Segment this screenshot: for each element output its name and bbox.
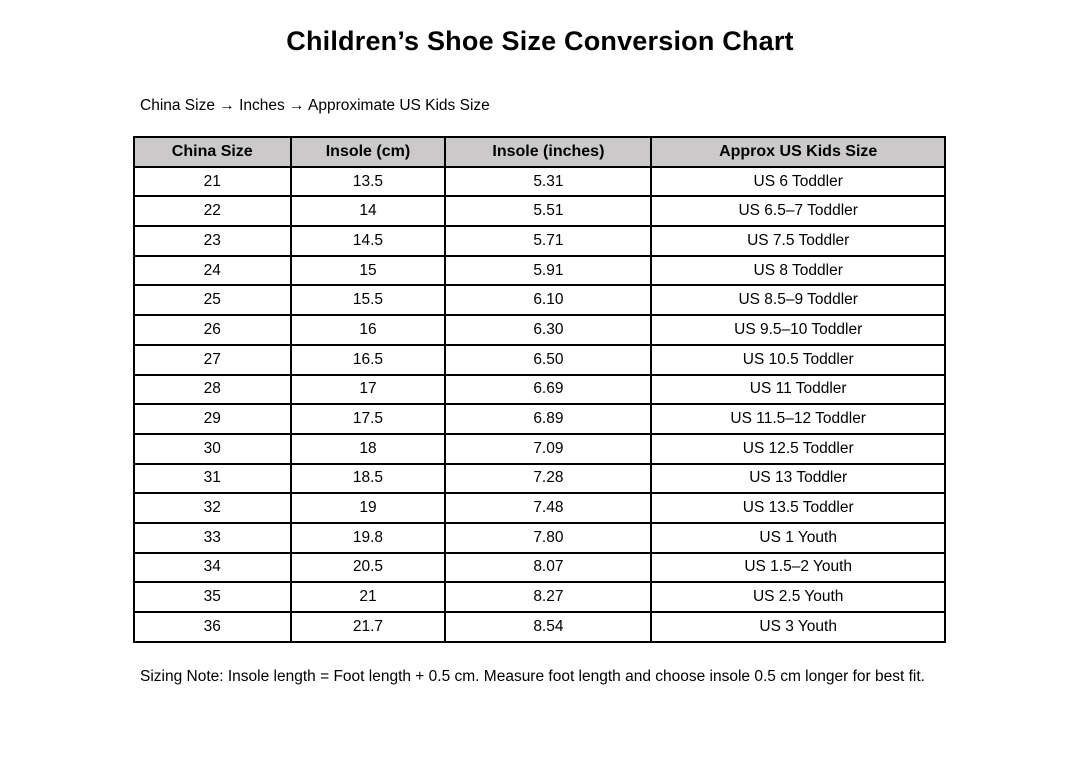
table-cell: US 9.5–10 Toddler [650,314,946,346]
table-cell: US 11.5–12 Toddler [650,403,946,435]
table-row: 33 19.8 7.80 US 1 Youth [133,521,946,554]
table-cell: US 8 Toddler [650,254,946,287]
table-cell: 19 [289,492,447,524]
table-cell: US 13.5 Toddler [650,492,946,524]
table-row: 27 16.5 6.50 US 10.5 Toddler [133,343,946,376]
table-cell: 7.28 [444,462,653,495]
table-cell: 5.31 [444,165,653,198]
table-cell: 6.69 [444,373,653,406]
table-row: 23 14.5 5.71 US 7.5 Toddler [133,225,946,257]
table-cell: 22 [133,195,292,228]
table-row: 25 15.5 6.10 US 8.5–9 Toddler [133,284,946,317]
table-row: 36 21.7 8.54 US 3 Youth [133,611,946,643]
table-cell: 15.5 [289,284,447,317]
table-cell: US 2.5 Youth [650,581,946,613]
table-cell: 27 [133,343,292,376]
table-cell: 35 [133,581,292,613]
table-cell: 21.7 [289,611,447,643]
table-row: 26 16 6.30 US 9.5–10 Toddler [133,314,946,346]
table-cell: US 6.5–7 Toddler [650,195,946,228]
table-cell: 18 [289,432,447,465]
header-cell: Insole (inches) [444,136,653,168]
table-row: 30 18 7.09 US 12.5 Toddler [133,432,946,465]
table-cell: 5.71 [444,225,653,257]
table-cell: 26 [133,314,292,346]
table-cell: 6.89 [444,403,653,435]
table-cell: 8.54 [444,611,653,643]
table-cell: 15 [289,254,447,287]
table-cell: 33 [133,521,292,554]
table-subtitle: China Size → Inches → Approximate US Kid… [140,97,490,114]
table-cell: US 8.5–9 Toddler [650,284,946,317]
table-cell: 21 [133,165,292,198]
table-cell: 31 [133,462,292,495]
table-cell: 18.5 [289,462,447,495]
table-cell: 6.50 [444,343,653,376]
table-cell: 6.10 [444,284,653,317]
table-cell: US 7.5 Toddler [650,225,946,257]
table-row: 24 15 5.91 US 8 Toddler [133,254,946,287]
table-row: 35 21 8.27 US 2.5 Youth [133,581,946,613]
table-row: 31 18.5 7.28 US 13 Toddler [133,462,946,495]
table-cell: 14.5 [289,225,447,257]
page-title: Children’s Shoe Size Conversion Chart [286,26,794,56]
table-row: 28 17 6.69 US 11 Toddler [133,373,946,406]
table-cell: US 11 Toddler [650,373,946,406]
table-cell: 16.5 [289,343,447,376]
table-cell: 14 [289,195,447,228]
table-row: 34 20.5 8.07 US 1.5–2 Youth [133,551,946,584]
table-row: 21 13.5 5.31 US 6 Toddler [133,165,946,198]
table-header-row: China Size Insole (cm) Insole (inches) Appr… [133,136,946,168]
table-row: 32 19 7.48 US 13.5 Toddler [133,492,946,524]
header-cell: China Size [133,136,292,168]
table-row: 29 17.5 6.89 US 11.5–12 Toddler [133,403,946,435]
table-cell: US 6 Toddler [650,165,946,198]
table-cell: 28 [133,373,292,406]
table-cell: 7.48 [444,492,653,524]
table-cell: 16 [289,314,447,346]
table-cell: 17 [289,373,447,406]
table-cell: 13.5 [289,165,447,198]
table-cell: 19.8 [289,521,447,554]
table-cell: 7.80 [444,521,653,554]
table-cell: 30 [133,432,292,465]
table-cell: 24 [133,254,292,287]
table-cell: 21 [289,581,447,613]
table-cell: 29 [133,403,292,435]
size-conversion-table: China Size Insole (cm) Insole (inches) Appr… [133,136,946,643]
sizing-note: Sizing Note: Insole length = Foot length… [140,667,925,685]
table-cell: 32 [133,492,292,524]
table-cell: 7.09 [444,432,653,465]
table-body: 21 13.5 5.31 US 6 Toddler 22 14 5.51 US 6.5–7 T… [133,165,946,643]
table-row: 22 14 5.51 US 6.5–7 Toddler [133,195,946,228]
table-cell: 5.51 [444,195,653,228]
table-cell: US 1 Youth [650,521,946,554]
table-cell: US 12.5 Toddler [650,432,946,465]
table-cell: 17.5 [289,403,447,435]
table-cell: 36 [133,611,292,643]
table-cell: 23 [133,225,292,257]
table-cell: 6.30 [444,314,653,346]
header-cell: Approx US Kids Size [650,136,946,168]
table-cell: 8.27 [444,581,653,613]
header-cell: Insole (cm) [289,136,447,168]
table-cell: 5.91 [444,254,653,287]
table-cell: US 13 Toddler [650,462,946,495]
table-cell: US 10.5 Toddler [650,343,946,376]
table-cell: US 1.5–2 Youth [650,551,946,584]
table-cell: 34 [133,551,292,584]
table-cell: 20.5 [289,551,447,584]
table-cell: US 3 Youth [650,611,946,643]
table-cell: 25 [133,284,292,317]
table-cell: 8.07 [444,551,653,584]
